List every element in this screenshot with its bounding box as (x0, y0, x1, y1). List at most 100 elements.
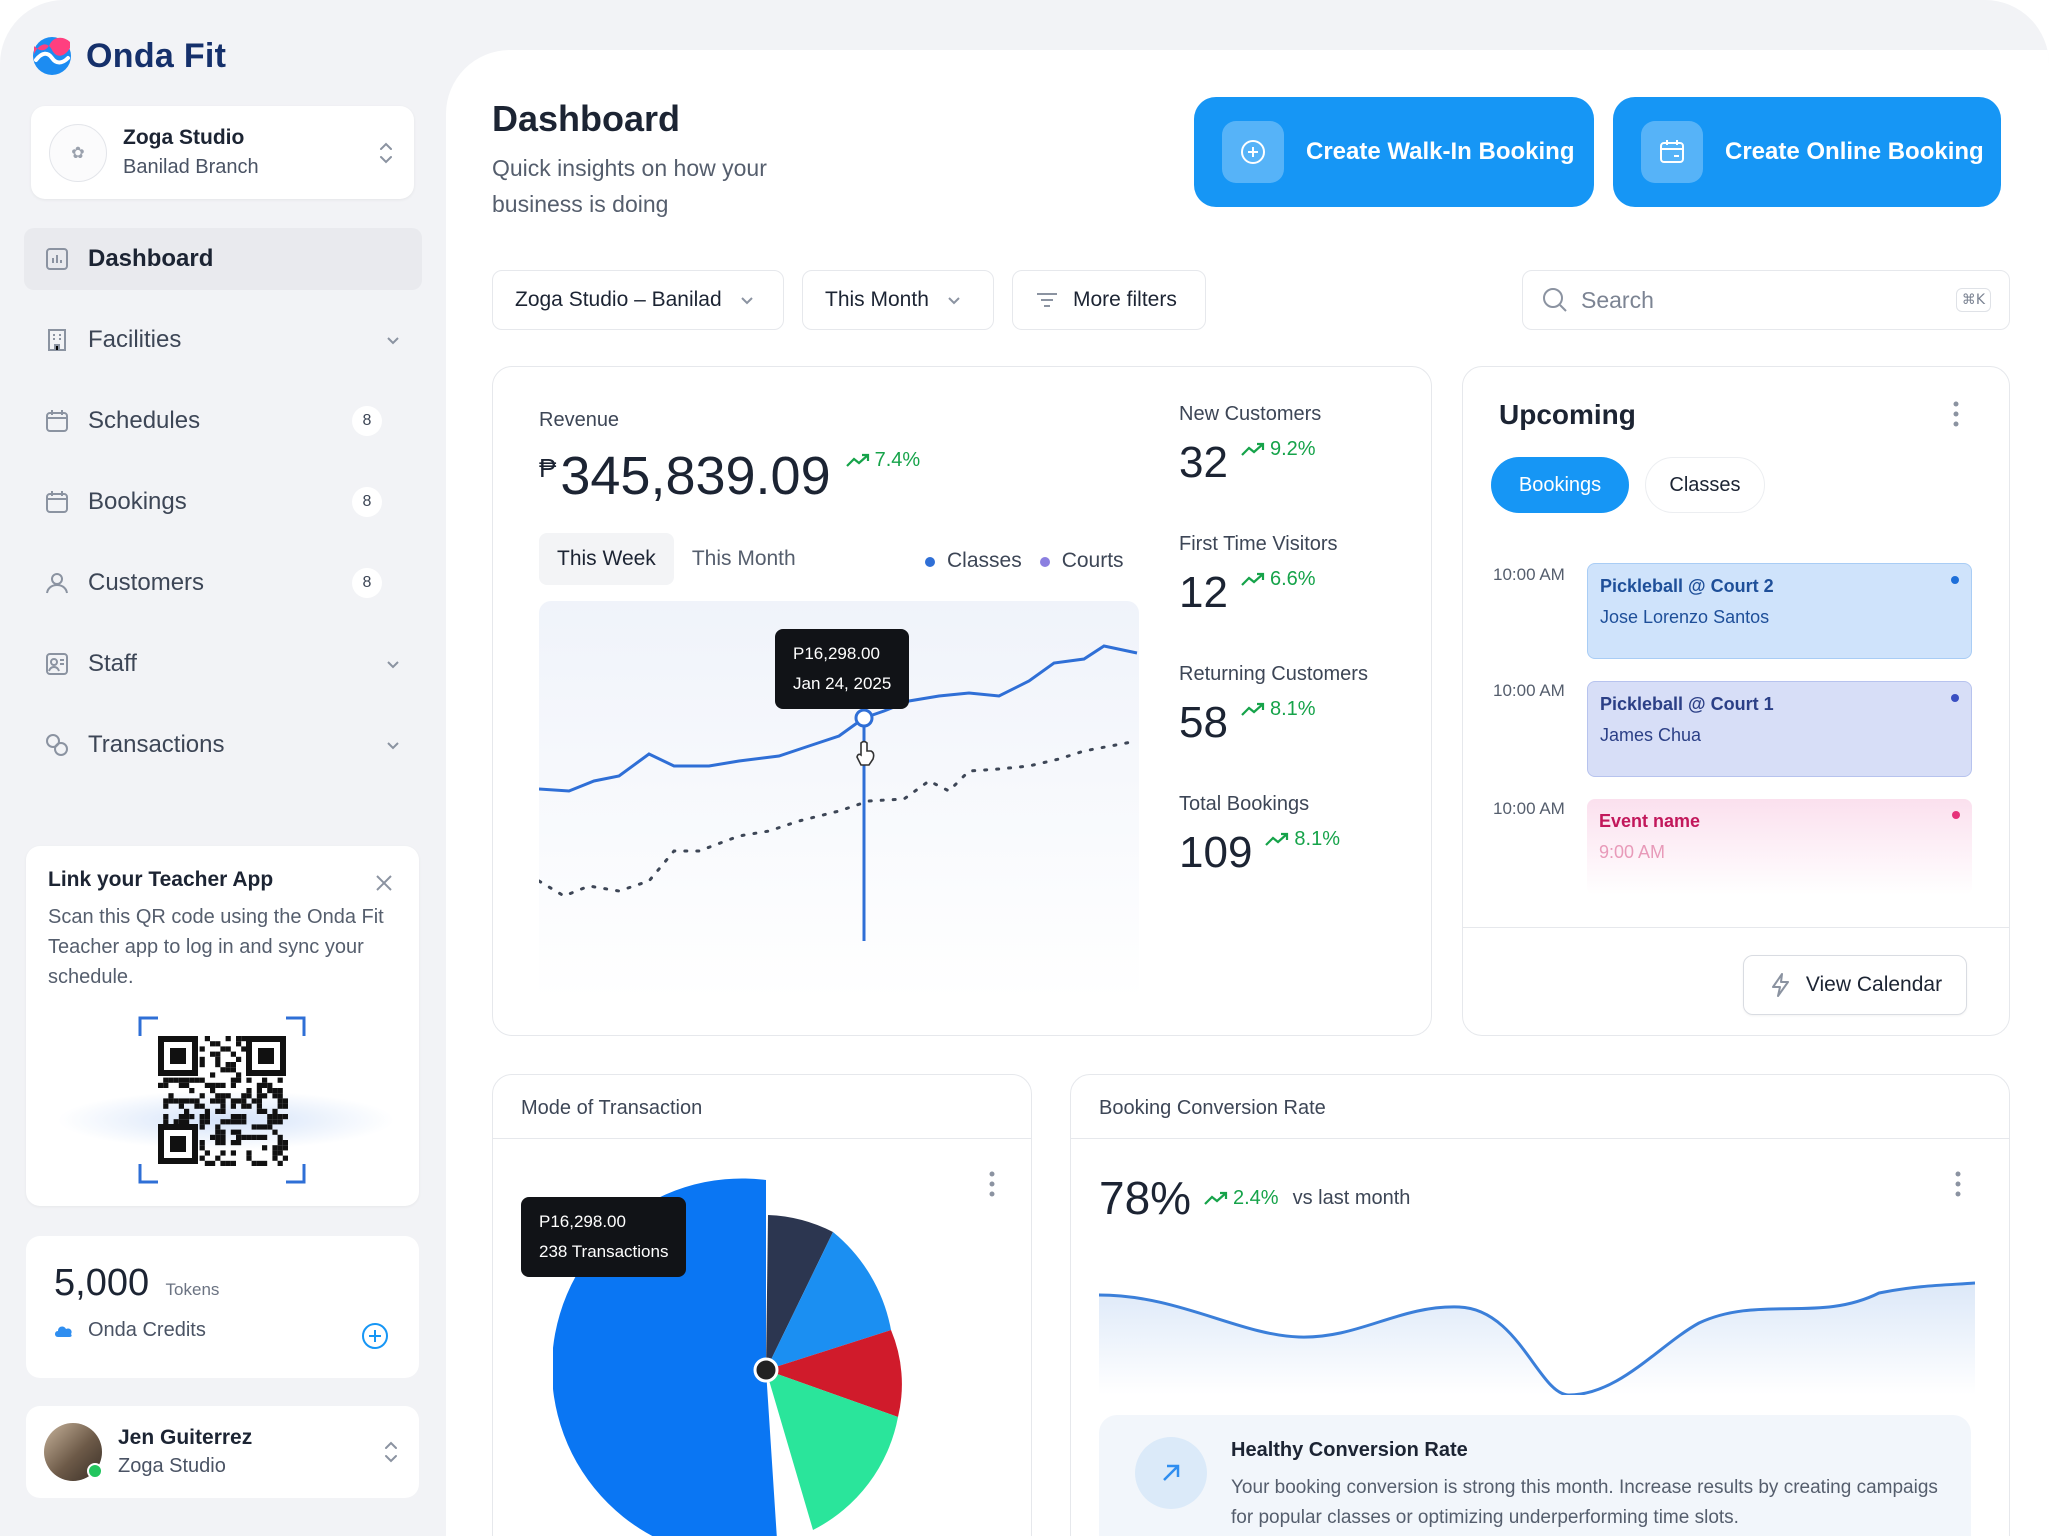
card-title: Mode of Transaction (493, 1075, 1031, 1139)
sidebar-item-label: Transactions (88, 731, 225, 758)
tab-this-month[interactable]: This Month (691, 547, 796, 570)
search-icon (1543, 288, 1567, 312)
sidebar-item-label: Staff (88, 650, 137, 677)
pie-center-point (753, 1357, 779, 1383)
close-icon[interactable] (373, 872, 395, 894)
sidebar-item-label: Customers (88, 569, 205, 596)
chevron-updown-icon (380, 142, 392, 163)
customer-stats: New Customers 32 9.2% First Time Visitor… (1179, 403, 1429, 923)
more-vertical-icon[interactable] (989, 1171, 995, 1197)
event-card[interactable]: Pickleball @ Court 2 Jose Lorenzo Santos (1587, 563, 1972, 659)
studio-logo-icon: ✿ (49, 123, 107, 182)
arrow-up-right-icon (1135, 1437, 1207, 1509)
avatar (44, 1423, 103, 1481)
chevron-down-icon (387, 337, 399, 345)
banner-body: Your booking conversion is strong this m… (1231, 1477, 1938, 1528)
legend-item-courts: Courts (1039, 549, 1124, 573)
legend-item-classes: Classes (925, 549, 1022, 573)
stat-new-customers: New Customers 32 9.2% (1179, 403, 1429, 533)
revenue-tooltip: P16,298.00 Jan 24, 2025 (775, 629, 910, 709)
onda-logo-icon (33, 37, 71, 75)
create-walkin-booking-button[interactable]: Create Walk-In Booking (1194, 97, 1594, 207)
healthy-conversion-banner: Healthy Conversion Rate Your booking con… (1099, 1415, 1971, 1536)
user-icon (46, 573, 68, 594)
event-time: 10:00 AM (1493, 681, 1565, 700)
tokens-card: 5,000 Tokens Onda Credits (26, 1236, 419, 1378)
revenue-trend: 7.4% (845, 449, 920, 472)
teacher-app-card: Link your Teacher App Scan this QR code … (26, 846, 419, 1206)
sidebar-item-facilities[interactable]: Facilities (24, 309, 422, 371)
staff-icon (46, 653, 68, 675)
count-badge: 8 (352, 568, 382, 598)
revenue-tabs: This Week This Month (539, 533, 814, 585)
chart-legend: Classes Courts (925, 549, 1124, 573)
transactions-icon (46, 734, 68, 756)
pie-slice-green (766, 1370, 898, 1530)
tooltip-value: P16,298.00 (793, 644, 880, 663)
sidebar-item-dashboard[interactable]: Dashboard (24, 228, 422, 290)
revenue-amount: 345,839.09 (560, 446, 831, 506)
pie-slice-red (766, 1330, 902, 1417)
search-input[interactable]: Search ⌘K (1522, 270, 2010, 330)
series-courts-line (539, 739, 1139, 898)
create-online-booking-button[interactable]: Create Online Booking (1613, 97, 2001, 207)
sidebar-item-bookings[interactable]: Bookings 8 (24, 471, 422, 533)
search-placeholder: Search (1581, 286, 1654, 313)
period-filter-dropdown[interactable]: This Month (802, 270, 994, 330)
sidebar-nav: Dashboard Facilities Schedules 8 Booking… (24, 228, 422, 795)
sidebar-item-customers[interactable]: Customers 8 (24, 552, 422, 614)
pie-slice-blue (766, 1232, 891, 1370)
divider (1463, 927, 2009, 928)
trend-up-icon (1265, 832, 1289, 846)
event-status-dot (1951, 694, 1959, 702)
filter-label: More filters (1073, 288, 1177, 311)
main-content: Dashboard Quick insights on how your bus… (446, 50, 2049, 1536)
sidebar-item-staff[interactable]: Staff (24, 633, 422, 695)
tab-classes[interactable]: Classes (1645, 457, 1765, 513)
sidebar-item-transactions[interactable]: Transactions (24, 714, 422, 776)
mode-of-transaction-card: Mode of Transaction P16,298.00 238 Trans… (492, 1074, 1032, 1536)
user-switcher[interactable]: Jen Guiterrez Zoga Studio (26, 1406, 419, 1498)
stat-trend: 8.1% (1264, 828, 1340, 851)
studio-switcher[interactable]: ✿ Zoga Studio Banilad Branch (31, 106, 414, 199)
revenue-label: Revenue (539, 409, 620, 431)
view-calendar-button[interactable]: View Calendar (1743, 955, 1967, 1015)
tooltip-count: 238 Transactions (539, 1242, 669, 1261)
brand-name: Onda Fit (86, 36, 227, 75)
trend-up-icon (845, 453, 869, 467)
tab-this-week[interactable]: This Week (539, 533, 674, 585)
currency-symbol: ₱ (539, 453, 557, 483)
button-label: Create Online Booking (1725, 138, 1984, 165)
event-subtitle: Jose Lorenzo Santos (1600, 607, 1770, 627)
brand-logo[interactable]: Onda Fit (30, 34, 226, 78)
conversion-rate-value: 78% (1099, 1172, 1192, 1224)
filter-label: This Month (825, 288, 929, 311)
event-subtitle: James Chua (1600, 725, 1702, 745)
trend-up-icon (1241, 572, 1265, 586)
tab-bookings[interactable]: Bookings (1491, 457, 1629, 513)
more-vertical-icon[interactable] (1953, 401, 1959, 427)
filter-label: Zoga Studio – Banilad (515, 288, 722, 311)
stat-label: First Time Visitors (1179, 533, 1338, 555)
sidebar-item-schedules[interactable]: Schedules 8 (24, 390, 422, 452)
stat-returning-customers: Returning Customers 58 8.1% (1179, 663, 1429, 793)
stat-label: New Customers (1179, 403, 1322, 425)
trend-up-icon (1241, 702, 1265, 716)
add-credits-icon[interactable] (361, 1322, 389, 1350)
studio-filter-dropdown[interactable]: Zoga Studio – Banilad (492, 270, 784, 330)
token-amount: 5,000 (54, 1262, 150, 1304)
qr-code-icon (138, 1016, 306, 1184)
more-filters-button[interactable]: More filters (1012, 270, 1206, 330)
trend-up-icon (1204, 1191, 1228, 1205)
stat-trend: 8.1% (1240, 698, 1316, 721)
event-card[interactable]: Event name 9:00 AM (1587, 799, 1972, 895)
upcoming-card: Upcoming Bookings Classes 10:00 AM Pickl… (1462, 366, 2010, 1036)
teacher-app-title: Link your Teacher App (48, 868, 274, 891)
event-card[interactable]: Pickleball @ Court 1 James Chua (1587, 681, 1972, 777)
chevron-down-icon (740, 297, 753, 305)
event-subtitle: 9:00 AM (1599, 842, 1666, 862)
credits-icon (55, 1326, 72, 1337)
hover-point (854, 708, 874, 728)
more-vertical-icon[interactable] (1955, 1171, 1961, 1197)
stat-label: Total Bookings (1179, 793, 1310, 815)
